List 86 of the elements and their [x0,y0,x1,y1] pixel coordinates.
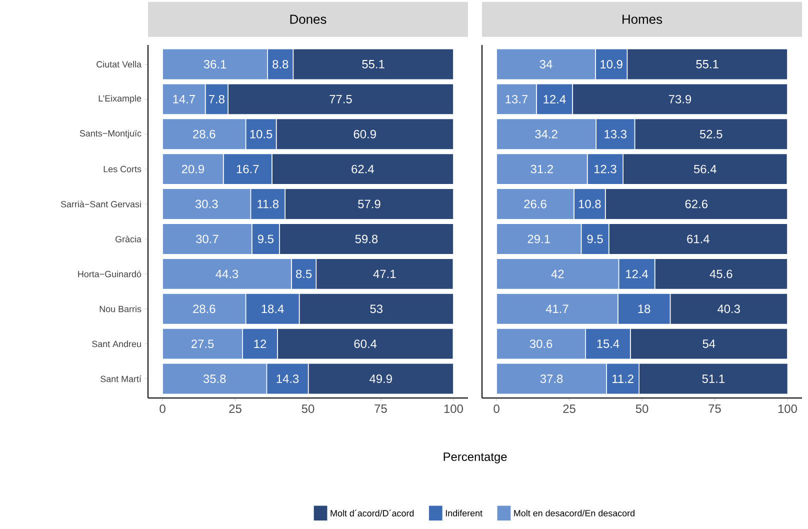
data-label: 28.6 [193,304,216,314]
x-tick-label: 75 [708,404,721,413]
data-label: 51.1 [702,374,724,383]
data-label: 49.9 [370,374,392,383]
legend-label: Molt d´acord/D´acord [330,510,414,516]
data-label: 14.7 [173,95,195,104]
y-tick-label: Sants−Montjuïc [80,130,142,138]
data-label: 54 [702,340,716,348]
y-tick-label: Horta−Guinardó [78,270,142,278]
data-label: 34.2 [535,130,558,138]
chart-title: Homes [622,14,662,24]
y-tick-label: Les Corts [104,166,142,172]
data-label: 12.3 [594,164,616,174]
data-label: 18 [638,304,650,314]
data-label: 18.4 [262,304,284,314]
data-label: 56.4 [694,164,716,174]
data-label: 11.8 [258,200,279,208]
data-label: 60.9 [354,130,376,138]
data-label: 29.1 [528,234,550,244]
data-label: 36.1 [204,60,226,68]
data-label: 10.9 [600,60,622,68]
data-label: 62.6 [685,200,708,208]
data-label: 12.4 [626,270,648,278]
y-tick-label: Gràcia [116,236,142,242]
data-label: 27.5 [192,340,214,348]
data-label: 55.1 [696,60,718,68]
data-label: 14.3 [276,374,299,383]
x-tick-label: 0 [160,404,166,413]
data-label: 12 [254,340,266,348]
data-label: 35.8 [203,374,226,383]
data-label: 61.4 [687,234,710,244]
y-tick-label: Ciutat Vella [96,60,142,68]
data-label: 45.6 [710,270,732,278]
data-label: 55.1 [362,60,384,68]
data-label: 77.5 [330,95,352,104]
data-label: 34 [540,60,552,68]
x-tick-label: 100 [444,404,463,413]
x-tick-label: 75 [374,404,387,413]
data-label: 62.4 [352,164,374,174]
x-tick-label: 50 [636,404,648,413]
data-label: 30.6 [530,340,552,348]
y-tick-label: L’Eixample [98,94,142,104]
data-label: 42 [551,270,564,278]
y-tick-label: Sarrià−Sant Gervasi [60,200,141,208]
legend-label: Molt en desacord/En desacord [514,510,634,516]
data-label: 28.6 [193,130,216,138]
data-label: 11.2 [612,374,634,383]
data-label: 40.3 [717,304,740,314]
x-tick-label: 25 [563,404,576,413]
data-label: 13.3 [604,130,626,138]
data-label: 59.8 [355,234,378,244]
data-label: 44.3 [216,270,238,278]
data-label: 73.9 [668,94,692,104]
data-label: 26.6 [524,200,546,208]
x-axis-title: Percentatge [444,452,507,464]
data-label: 10.8 [578,200,601,208]
data-label: 7.8 [208,94,224,104]
data-label: 16.7 [236,164,259,174]
data-label: 13.7 [506,94,528,104]
chart-title: Dones [290,14,326,24]
data-label: 52.5 [700,130,722,138]
data-label: 8.5 [296,270,312,278]
data-label: 41.7 [546,304,568,313]
data-label: 9.5 [258,234,274,244]
x-tick-label: 0 [494,404,500,413]
data-label: 53 [370,304,382,314]
data-label: 8.8 [272,60,288,68]
data-label: 10.5 [250,130,272,138]
data-label: 15.4 [597,340,620,348]
data-label: 20.9 [182,164,204,174]
data-label: 9.5 [587,234,603,244]
data-label: 31.2 [530,164,553,174]
y-tick-label: Sant Andreu [92,340,141,348]
x-tick-label: 100 [778,404,797,413]
data-label: 30.3 [195,200,218,208]
data-label: 37.8 [540,374,563,383]
data-label: 60.4 [354,340,377,348]
x-tick-label: 50 [302,404,314,413]
data-label: 47.1 [373,270,396,278]
x-tick-label: 25 [229,404,242,413]
legend-label: Indiferent [446,510,482,516]
data-label: 57.9 [358,200,380,208]
data-label: 12.4 [544,95,566,104]
data-label: 30.7 [196,234,218,244]
y-tick-label: Nou Barris [100,306,142,312]
y-tick-label: Sant Martí [100,375,142,382]
